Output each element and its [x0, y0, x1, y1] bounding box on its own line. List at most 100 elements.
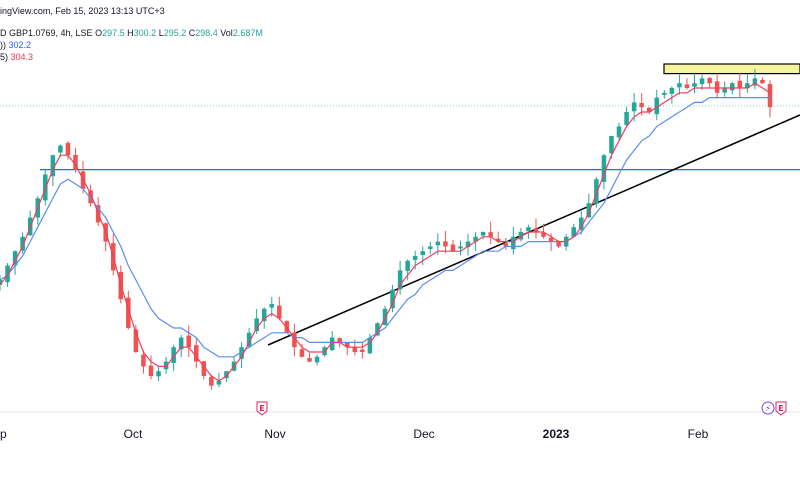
candle-body [292, 332, 297, 348]
candle-body [337, 338, 342, 343]
candle-body [420, 251, 426, 255]
candle-body [556, 241, 561, 247]
candle-body [246, 332, 252, 347]
news-marker: ⚡ [761, 401, 775, 415]
candle-body [269, 304, 275, 308]
volume-value: 2.687M [232, 28, 263, 38]
earnings-glyph: E [778, 404, 783, 413]
candle-body [503, 243, 509, 247]
ma-fast-line [0, 82, 771, 382]
ma1-value: 302.2 [8, 40, 32, 50]
candle-body [714, 81, 720, 93]
ma1-prefix: )) [0, 40, 6, 50]
candle-body [12, 251, 18, 266]
candle-body [692, 83, 697, 87]
earnings-marker: E [256, 401, 268, 416]
candle-body [458, 246, 463, 249]
candle-body [397, 270, 403, 290]
candle-body [73, 154, 78, 170]
low-label: L [158, 28, 164, 38]
candle-body [390, 289, 395, 309]
candle-body [541, 232, 546, 237]
earnings-icon [256, 401, 268, 416]
ma-slow-line [0, 97, 770, 358]
candle-body [767, 84, 773, 108]
open-label: O [95, 28, 103, 38]
candle-body [480, 232, 486, 236]
candle-body [745, 83, 750, 89]
header-symbol: D GBP1.0769, 4h, LSE [0, 28, 93, 38]
candle-body [209, 376, 214, 386]
candle-body [186, 335, 191, 348]
candle-body [495, 238, 501, 242]
header-ma1-line[interactable]: )) 302.2 [0, 40, 31, 50]
candle-body [412, 256, 418, 260]
candle-body [20, 236, 25, 251]
candle-body [435, 241, 441, 246]
candle-body [178, 337, 184, 350]
header-source: ingView.com, Feb 15, 2023 13:13 UTC+3 [0, 6, 165, 16]
candle-body [277, 305, 282, 319]
candle-body [609, 136, 614, 154]
candle-body [58, 145, 63, 153]
candle-body [352, 347, 358, 352]
candle-body [518, 232, 524, 240]
x-tick-label: p [0, 427, 7, 441]
candle-body [344, 342, 350, 348]
ma2-prefix: 5) [0, 52, 9, 62]
x-tick-label: Dec [413, 427, 434, 441]
candle-body [624, 112, 629, 126]
candle-body [148, 365, 154, 376]
candle-body [511, 236, 516, 250]
x-tick-label: 2023 [543, 427, 570, 441]
candle-body [405, 260, 410, 271]
candle-body [194, 345, 199, 362]
candle-body [201, 361, 207, 376]
candle-body [443, 241, 448, 247]
events-layer: E ⚡ E [256, 401, 787, 416]
candle-body [601, 155, 607, 182]
candle-body [662, 92, 667, 95]
candle-body [216, 380, 222, 385]
candle-body [375, 323, 380, 336]
candle-body [126, 297, 131, 328]
header-ma2-line[interactable]: 5) 304.3 [0, 52, 33, 62]
candle-body [669, 88, 675, 94]
candle-body [314, 356, 320, 363]
candle-body [752, 78, 758, 86]
candle-body [699, 78, 705, 85]
candle-body [631, 102, 637, 112]
x-tick-label: Feb [688, 427, 709, 441]
candle-body [677, 83, 682, 88]
candle-body [428, 246, 433, 249]
candle-body [586, 203, 592, 218]
candle-body [526, 227, 531, 232]
candle-body [133, 329, 139, 352]
news-glyph: ⚡ [765, 404, 771, 413]
candle-body [65, 142, 71, 156]
moving-averages-layer [0, 82, 771, 382]
candles-layer [0, 69, 773, 390]
candle-body [646, 107, 652, 112]
close-value: 298.4 [195, 28, 218, 38]
candle-body [254, 318, 259, 332]
levels-layer [0, 63, 800, 171]
earnings-glyph: E [259, 404, 264, 413]
candle-body [465, 241, 471, 248]
candle-body [261, 308, 267, 322]
volume-label: Vol [220, 28, 233, 38]
candle-body [156, 371, 161, 377]
time-axis: p Oct Nov Dec 2023 Feb [0, 427, 709, 441]
candle-body [239, 347, 244, 359]
candle-body [548, 237, 554, 242]
candle-body [299, 349, 305, 357]
candle-body [450, 244, 456, 252]
candle-body [737, 80, 743, 88]
candle-body [654, 97, 660, 115]
candle-body [639, 103, 644, 108]
candle-body [284, 321, 290, 333]
candle-body [88, 190, 93, 204]
header-source-line: ingView.com, Feb 15, 2023 13:13 UTC+3 [0, 6, 165, 16]
